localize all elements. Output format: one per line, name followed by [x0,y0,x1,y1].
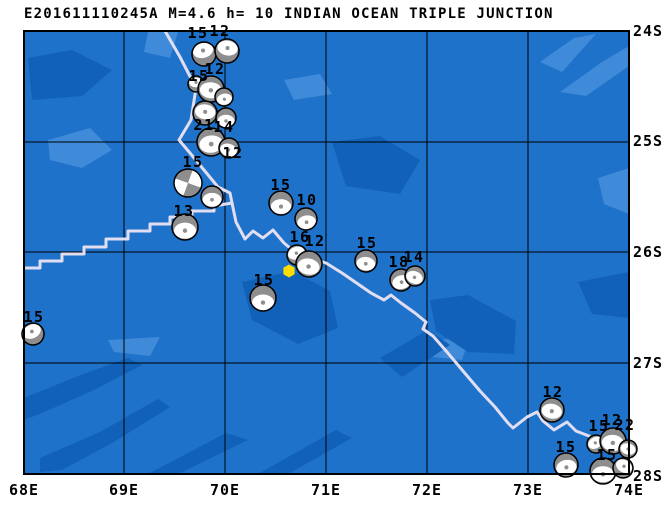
depth-label: 22 [614,416,635,434]
beachball [192,100,218,126]
depth-label: 12 [204,60,225,78]
depth-label: 15 [182,153,203,171]
depth-label: 15 [270,176,291,194]
beachball [215,107,237,129]
x-axis-label: 72E [412,481,442,499]
x-axis-label: 71E [311,481,341,499]
beachball-layer: 15 12151221141215131510161215151814151215… [21,22,638,485]
x-axis-label: 74E [614,481,644,499]
bathymetry-dark-patch [578,272,629,318]
beachball [539,397,565,423]
bathymetry-light-patch [284,74,332,100]
beachball [294,207,318,231]
depth-label: 15 [187,24,208,42]
y-axis-label: 24S [633,22,663,40]
map-frame [23,30,630,475]
bathymetry-dark-patch [332,136,420,194]
beachball [218,137,240,159]
map-title: E201611110245A M=4.6 h= 10 INDIAN OCEAN … [24,6,554,22]
bathymetry-dark-patch [24,358,142,420]
bathymetry-dark-patch [380,330,450,377]
y-axis-label: 27S [633,354,663,372]
depth-label: 15 [555,438,576,456]
depth-label: 10 [296,191,317,209]
bathymetry-dark-patch [40,399,170,472]
depth-label: 16 [289,228,310,246]
depth-label: 15 [188,67,209,85]
depth-label: 12 [304,232,325,250]
epicenter-marker [283,264,295,278]
beachball [268,190,294,216]
beachball [249,284,277,312]
bathymetry-dark-patch [28,50,112,100]
beachball [553,452,579,478]
depth-label: 12 [222,144,243,162]
depth-label: 18 [388,253,409,271]
ocean-layer [24,31,629,474]
depth-label: 15 [356,234,377,252]
bathymetry-light-patch [48,128,112,168]
beachball [173,168,203,198]
beachball [214,38,240,64]
depth-label: 14 [403,248,424,266]
bathymetry-dark-patch [148,433,248,474]
x-axis-label: 70E [210,481,240,499]
depth-label: 12 [601,411,622,429]
bathymetry-light-patch [108,337,160,356]
beachball [214,87,234,107]
x-axis-label: 73E [513,481,543,499]
depth-label: 12 [542,383,563,401]
x-axis-label: 69E [109,481,139,499]
beachball [171,213,199,241]
depth-label: 14 [213,118,234,136]
beachball [354,249,378,273]
plate-boundary-line [24,201,234,270]
y-axis-label: 26S [633,243,663,261]
bathymetry-light-patch [560,46,629,96]
depth-label: 15 [596,446,617,464]
depth-label: 15 [253,271,274,289]
bathymetry-light-patch [598,168,629,214]
depth-label: 15 [23,308,44,326]
depth-label: 15 [588,417,609,435]
plate-boundary-line [163,31,234,205]
y-axis-label: 25S [633,132,663,150]
plate-boundary-line [230,201,603,443]
depth-label: 13 [173,202,194,220]
beachball [200,185,224,209]
beachball [295,250,323,278]
beachball [191,41,217,67]
y-axis-label: 28S [633,467,663,485]
bathymetry-light-patch [540,34,596,72]
bathymetry-dark-patch [258,430,352,474]
depth-label: 21 [193,116,214,134]
bathymetry-dark-patch [430,295,516,354]
x-axis-label: 68E [9,481,39,499]
beachball [404,265,426,287]
